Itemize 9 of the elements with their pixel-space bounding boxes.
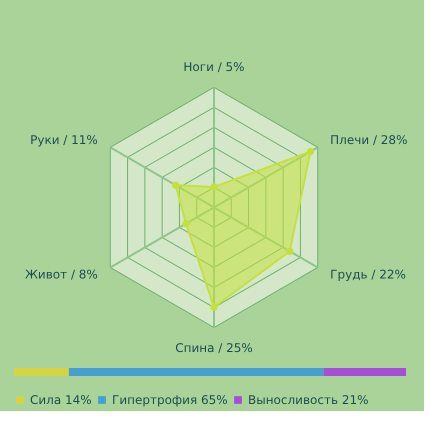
spoke-label: Руки / 11% [30, 133, 98, 148]
spoke-label: Ноги / 5% [183, 60, 245, 74]
spoke-label: Живот / 8% [24, 268, 98, 282]
legend-label: Сила 14% [30, 393, 92, 407]
spoke-label: Грудь / 22% [330, 268, 406, 282]
spoke-label: Плечи / 28% [330, 133, 408, 148]
legend-label: Гипертрофия 65% [112, 393, 228, 407]
legend-label: Выносливость 21% [248, 393, 369, 407]
spoke-label: Спина / 25% [175, 340, 253, 355]
